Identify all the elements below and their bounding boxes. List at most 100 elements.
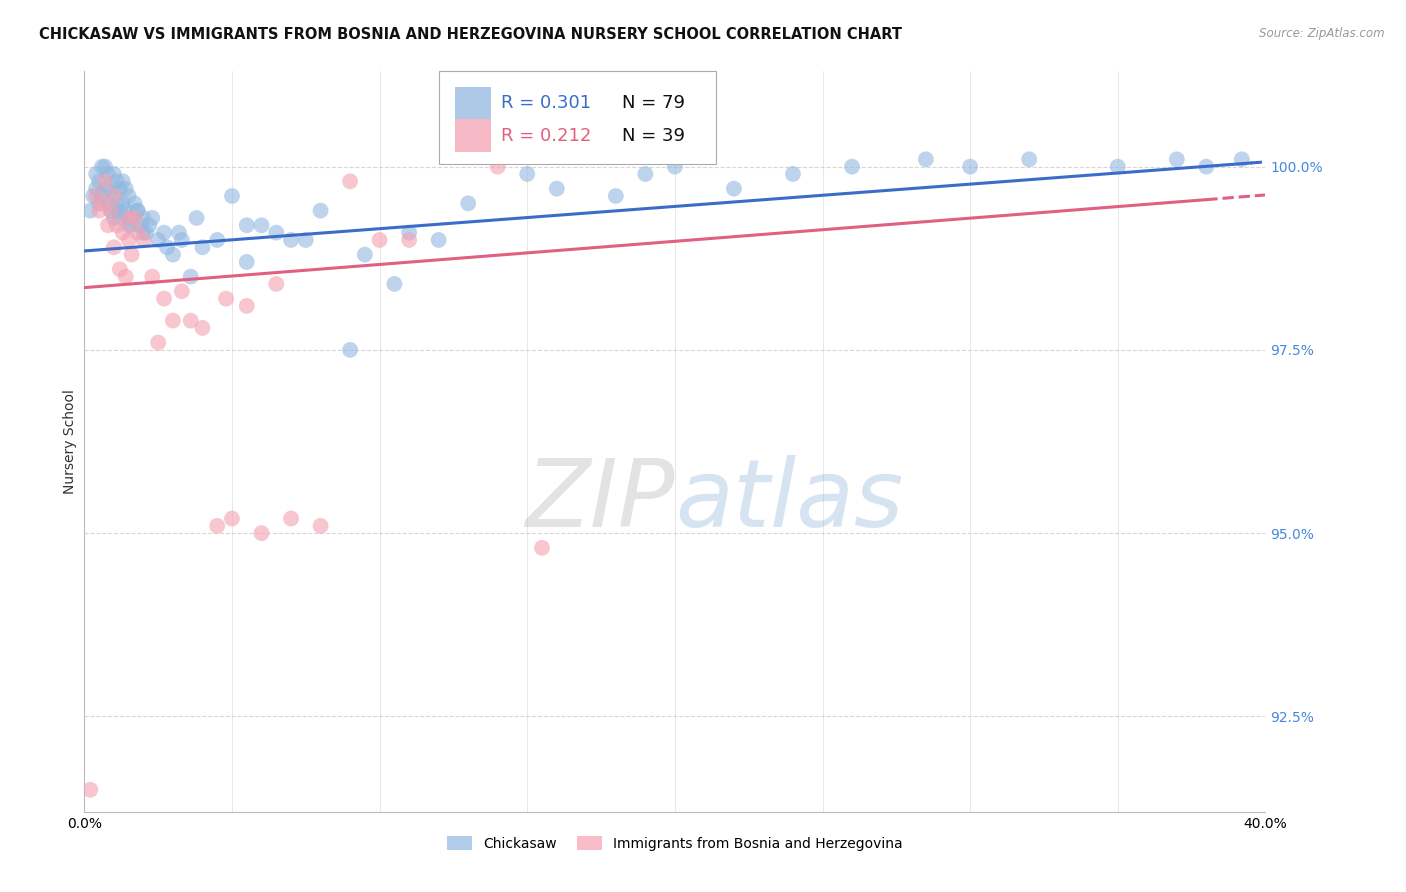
- Point: [121, 247, 143, 261]
- Point: [118, 219, 141, 233]
- Point: [103, 189, 125, 203]
- Point: [94, 181, 117, 195]
- Point: [1166, 153, 1188, 167]
- Point: [1230, 153, 1253, 167]
- Text: ZIP: ZIP: [526, 455, 675, 546]
- Point: [103, 240, 125, 254]
- Point: [84, 181, 107, 195]
- Point: [295, 233, 318, 247]
- Point: [959, 160, 981, 174]
- Point: [398, 226, 420, 240]
- FancyBboxPatch shape: [456, 87, 491, 120]
- Point: [97, 167, 120, 181]
- Point: [186, 211, 208, 225]
- Point: [236, 255, 259, 269]
- Point: [236, 219, 259, 233]
- Point: [664, 160, 686, 174]
- Point: [180, 313, 202, 327]
- Point: [118, 211, 141, 225]
- Text: Source: ZipAtlas.com: Source: ZipAtlas.com: [1260, 27, 1385, 40]
- Point: [309, 203, 332, 218]
- Point: [111, 174, 134, 188]
- Text: atlas: atlas: [675, 455, 903, 546]
- Point: [127, 203, 149, 218]
- Y-axis label: Nursery School: Nursery School: [63, 389, 77, 494]
- Point: [132, 211, 155, 225]
- Text: R = 0.212: R = 0.212: [502, 127, 592, 145]
- Point: [108, 262, 131, 277]
- Point: [114, 203, 136, 218]
- Point: [236, 299, 259, 313]
- Point: [368, 233, 391, 247]
- Point: [384, 277, 406, 291]
- Point: [266, 277, 288, 291]
- Point: [118, 233, 141, 247]
- Point: [221, 189, 243, 203]
- Point: [138, 219, 160, 233]
- Point: [457, 196, 479, 211]
- Point: [634, 167, 657, 181]
- Point: [1018, 153, 1040, 167]
- Point: [250, 526, 273, 541]
- Point: [84, 189, 107, 203]
- Point: [280, 233, 302, 247]
- Point: [427, 233, 450, 247]
- Point: [111, 196, 134, 211]
- Point: [79, 782, 101, 797]
- Point: [103, 167, 125, 181]
- Point: [207, 519, 229, 533]
- Point: [132, 233, 155, 247]
- Text: N = 79: N = 79: [621, 95, 685, 112]
- Point: [339, 343, 361, 357]
- Point: [103, 189, 125, 203]
- Point: [250, 219, 273, 233]
- Point: [170, 285, 193, 299]
- Point: [782, 167, 804, 181]
- Point: [105, 196, 128, 211]
- Text: N = 39: N = 39: [621, 127, 685, 145]
- Point: [398, 233, 420, 247]
- Point: [82, 189, 104, 203]
- Point: [1195, 160, 1218, 174]
- Point: [141, 269, 163, 284]
- Point: [87, 196, 111, 211]
- Point: [723, 181, 745, 195]
- Point: [605, 189, 627, 203]
- Point: [91, 189, 114, 203]
- Point: [354, 247, 377, 261]
- Point: [84, 167, 107, 181]
- Point: [114, 181, 136, 195]
- Text: R = 0.301: R = 0.301: [502, 95, 592, 112]
- Point: [121, 219, 143, 233]
- Point: [91, 160, 114, 174]
- Legend: Chickasaw, Immigrants from Bosnia and Herzegovina: Chickasaw, Immigrants from Bosnia and He…: [441, 830, 908, 856]
- Point: [87, 203, 111, 218]
- Point: [124, 196, 146, 211]
- Point: [309, 519, 332, 533]
- Point: [180, 269, 202, 284]
- Point: [127, 226, 149, 240]
- Point: [100, 203, 122, 218]
- Point: [156, 240, 179, 254]
- Point: [108, 211, 131, 225]
- Point: [280, 511, 302, 525]
- Point: [124, 211, 146, 225]
- Point: [339, 174, 361, 188]
- Point: [94, 160, 117, 174]
- Point: [118, 211, 141, 225]
- Text: CHICKASAW VS IMMIGRANTS FROM BOSNIA AND HERZEGOVINA NURSERY SCHOOL CORRELATION C: CHICKASAW VS IMMIGRANTS FROM BOSNIA AND …: [39, 27, 903, 42]
- Point: [108, 203, 131, 218]
- Point: [162, 313, 184, 327]
- Point: [153, 292, 176, 306]
- Point: [100, 203, 122, 218]
- Point: [148, 335, 170, 350]
- Point: [191, 240, 214, 254]
- Point: [111, 226, 134, 240]
- Point: [103, 211, 125, 225]
- Point: [167, 226, 190, 240]
- Point: [221, 511, 243, 525]
- Point: [129, 219, 152, 233]
- Point: [841, 160, 863, 174]
- Point: [266, 226, 288, 240]
- Point: [148, 233, 170, 247]
